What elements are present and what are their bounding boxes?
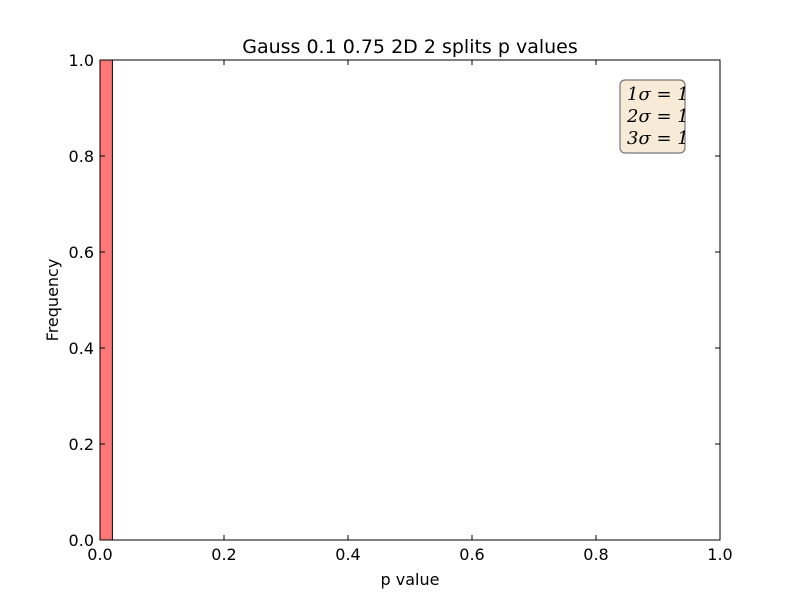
x-axis-ticks: 0.0 0.2 0.4 0.6 0.8 1.0 [87, 60, 733, 564]
bars-group [99, 59, 113, 541]
x-tick-label-2: 0.4 [335, 545, 360, 564]
y-tick-label-0: 0.0 [69, 531, 94, 550]
sigma-annotation-box: 1σ = 1 2σ = 1 3σ = 1 [619, 79, 689, 154]
y-tick-label-1: 0.2 [69, 435, 94, 454]
histogram-bar-0 [99, 59, 113, 541]
x-tick-label-3: 0.6 [459, 545, 484, 564]
annotation-box-background [619, 79, 686, 154]
chart-title: Gauss 0.1 0.75 2D 2 splits p values [242, 36, 578, 58]
y-axis-label: Frequency [43, 259, 62, 342]
x-tick-label-1: 0.2 [211, 545, 236, 564]
plot-frame [99, 59, 721, 541]
x-axis-label: p value [381, 570, 440, 589]
annotation-line-2: 2σ = 1 [626, 106, 689, 127]
y-tick-label-4: 0.8 [69, 147, 94, 166]
x-tick-label-5: 1.0 [707, 545, 732, 564]
y-tick-label-2: 0.4 [69, 339, 94, 358]
x-tick-label-4: 0.8 [583, 545, 608, 564]
x-tick-label-0: 0.0 [87, 545, 112, 564]
y-tick-label-3: 0.6 [69, 243, 94, 262]
y-axis-ticks: 0.0 0.2 0.4 0.6 0.8 1.0 [69, 51, 720, 550]
y-tick-label-5: 1.0 [69, 51, 94, 70]
annotation-line-1: 1σ = 1 [627, 84, 689, 105]
annotation-line-3: 3σ = 1 [627, 128, 689, 149]
